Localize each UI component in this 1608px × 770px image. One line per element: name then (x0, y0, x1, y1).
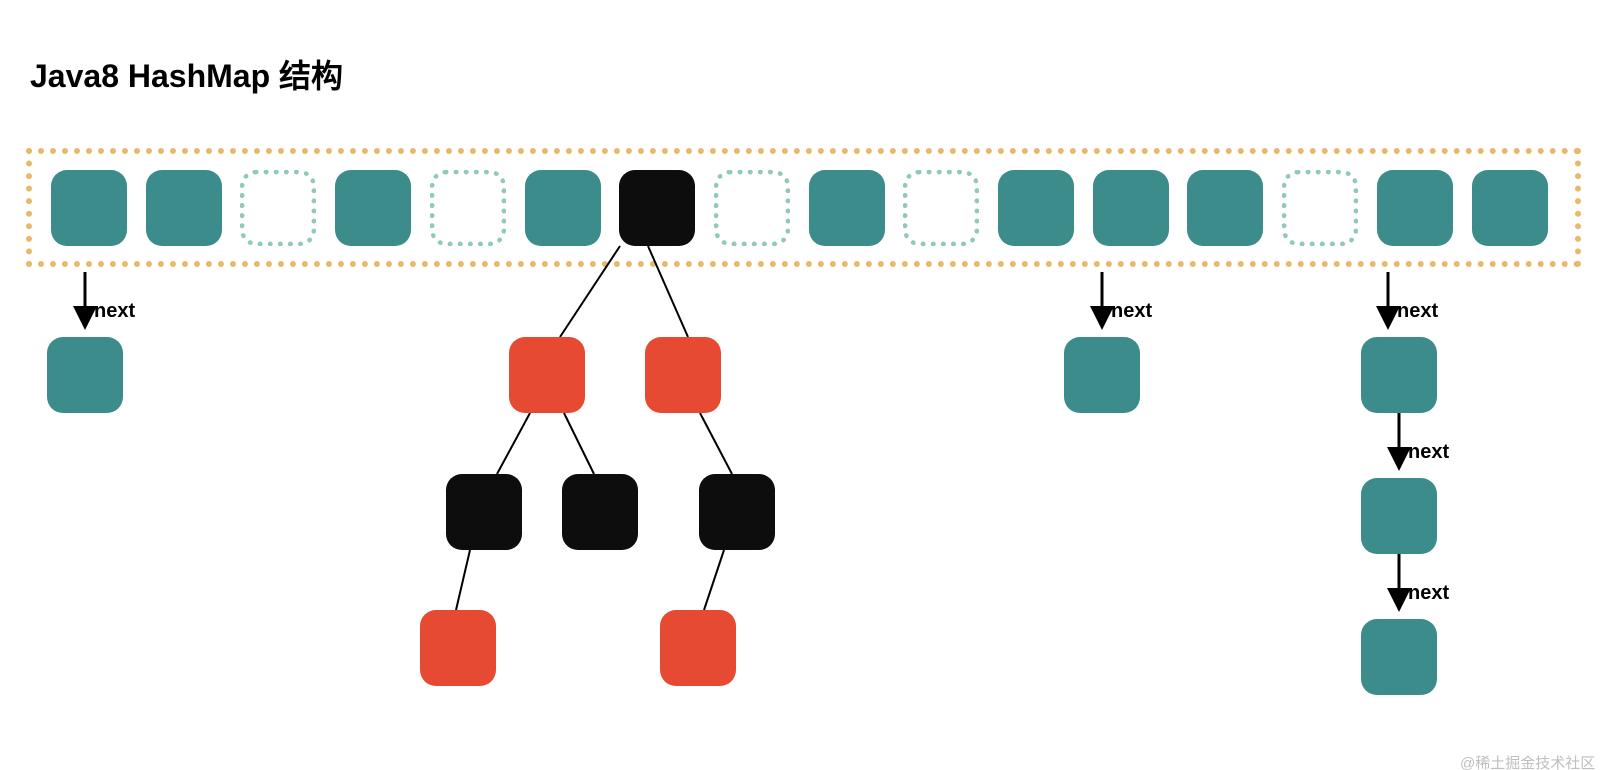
diagram-title: Java8 HashMap 结构 (30, 51, 343, 97)
tree-node-t-lll (420, 610, 496, 686)
chain-node-c11-0 (1064, 337, 1140, 413)
tree-edge (456, 550, 470, 610)
bucket-10 (998, 170, 1074, 246)
bucket-0 (51, 170, 127, 246)
tree-edge (564, 413, 594, 474)
pointer-label-p4: next (1408, 582, 1449, 605)
chain-node-c0-0 (47, 337, 123, 413)
chain-node-c14-1 (1361, 478, 1437, 554)
tree-node-t-lr (562, 474, 638, 550)
pointer-label-p0: next (94, 300, 135, 323)
bucket-4 (430, 170, 506, 246)
pointer-label-p2: next (1397, 300, 1438, 323)
watermark: @稀土掘金技术社区 (1460, 752, 1595, 770)
bucket-1 (146, 170, 222, 246)
tree-node-t-l (509, 337, 585, 413)
tree-node-t-rr (699, 474, 775, 550)
bucket-2 (240, 170, 316, 246)
bucket-12 (1187, 170, 1263, 246)
tree-edge (704, 550, 724, 610)
bucket-15 (1472, 170, 1548, 246)
bucket-9 (903, 170, 979, 246)
bucket-8 (809, 170, 885, 246)
bucket-11 (1093, 170, 1169, 246)
bucket-6 (619, 170, 695, 246)
tree-edge (497, 413, 530, 474)
bucket-13 (1282, 170, 1358, 246)
pointer-label-p3: next (1408, 441, 1449, 464)
bucket-5 (525, 170, 601, 246)
tree-node-t-ll (446, 474, 522, 550)
bucket-3 (335, 170, 411, 246)
tree-edge (700, 413, 732, 474)
tree-node-t-r (645, 337, 721, 413)
tree-node-t-rrl (660, 610, 736, 686)
bucket-14 (1377, 170, 1453, 246)
pointer-label-p1: next (1111, 300, 1152, 323)
chain-node-c14-2 (1361, 619, 1437, 695)
chain-node-c14-0 (1361, 337, 1437, 413)
bucket-7 (714, 170, 790, 246)
